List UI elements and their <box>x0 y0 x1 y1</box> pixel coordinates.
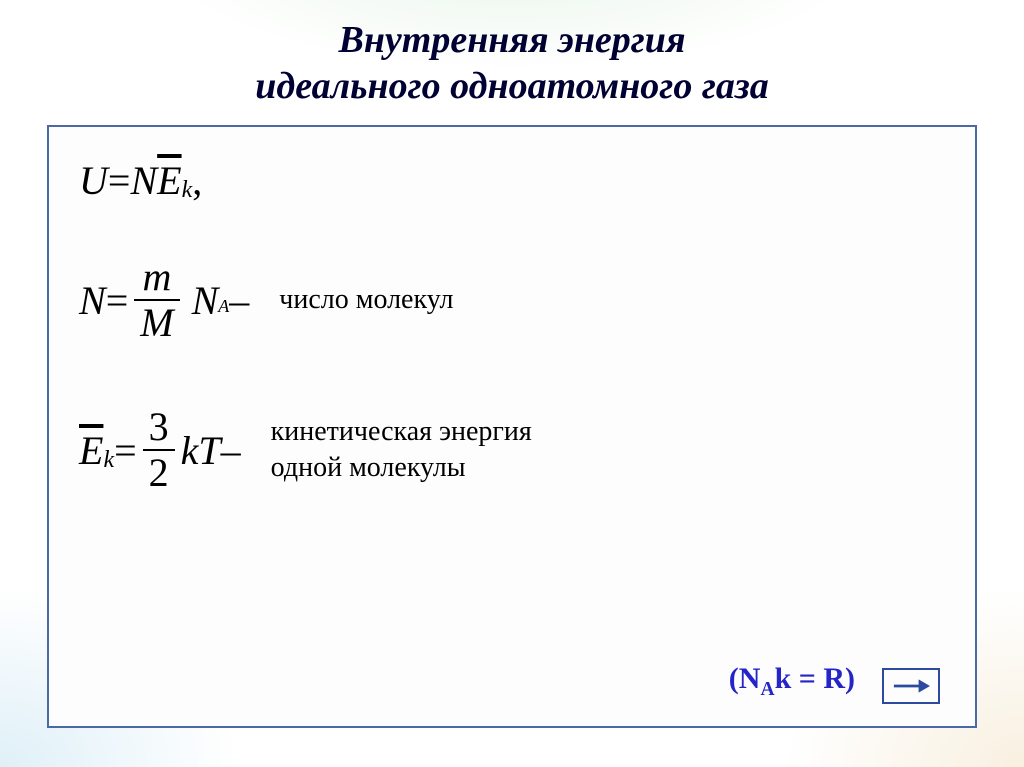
sym-N-foot: N <box>739 662 761 695</box>
footer-rest: k = R) <box>775 662 855 695</box>
arrow-right-icon <box>892 677 930 695</box>
sym-Ebar-sub: k <box>182 177 193 204</box>
equation-molecule-count: N = m M N A – число молекул <box>79 257 453 343</box>
title-line-1: Внутренняя энергия <box>338 19 685 61</box>
sym-Na: N <box>192 277 219 324</box>
frac-den-2: 2 <box>143 449 175 493</box>
sym-minus2: – <box>221 427 241 474</box>
sym-kT: kT <box>181 427 221 474</box>
sym-N: N <box>130 157 157 204</box>
sym-U: U <box>79 157 108 204</box>
label-kinetic-energy: кинетическая энергия одной молекулы <box>271 414 532 487</box>
sym-comma: , <box>192 157 202 204</box>
fraction-mM: m M <box>134 257 179 343</box>
paren-open: ( <box>729 662 739 695</box>
sym-Ebar2-sub: k <box>103 447 114 474</box>
label-ke-line1: кинетическая энергия <box>271 416 532 447</box>
label-molecule-count: число молекул <box>279 284 453 316</box>
title-line-2: идеального одноатомного газа <box>255 65 768 107</box>
equation-internal-energy: U = N E k , <box>79 157 202 204</box>
sym-N2: N <box>79 277 106 324</box>
sym-Ebar2: E <box>79 427 103 474</box>
fraction-3-2: 3 2 <box>143 407 175 493</box>
content-frame: U = N E k , N = m M N A – число молекул … <box>47 125 977 728</box>
frac-num-m: m <box>136 257 177 299</box>
frac-den-M: M <box>134 299 179 343</box>
sym-Na-sub: A <box>218 296 229 317</box>
sym-eq: = <box>108 157 131 204</box>
next-slide-button[interactable] <box>882 668 940 704</box>
sym-eq3: = <box>114 427 137 474</box>
slide-title: Внутренняя энергия идеального одноатомно… <box>0 18 1024 109</box>
sym-Ebar: E <box>157 157 181 204</box>
sym-N-foot-sub: A <box>760 679 774 700</box>
equation-kinetic-energy: E k = 3 2 kT – кинетическая энергия одно… <box>79 407 532 493</box>
footnote-constant-relation: (NAk = R) <box>729 662 855 701</box>
frac-num-3: 3 <box>143 407 175 449</box>
sym-minus: – <box>229 277 249 324</box>
label-ke-line2: одной молекулы <box>271 452 466 483</box>
sym-eq2: = <box>106 277 129 324</box>
